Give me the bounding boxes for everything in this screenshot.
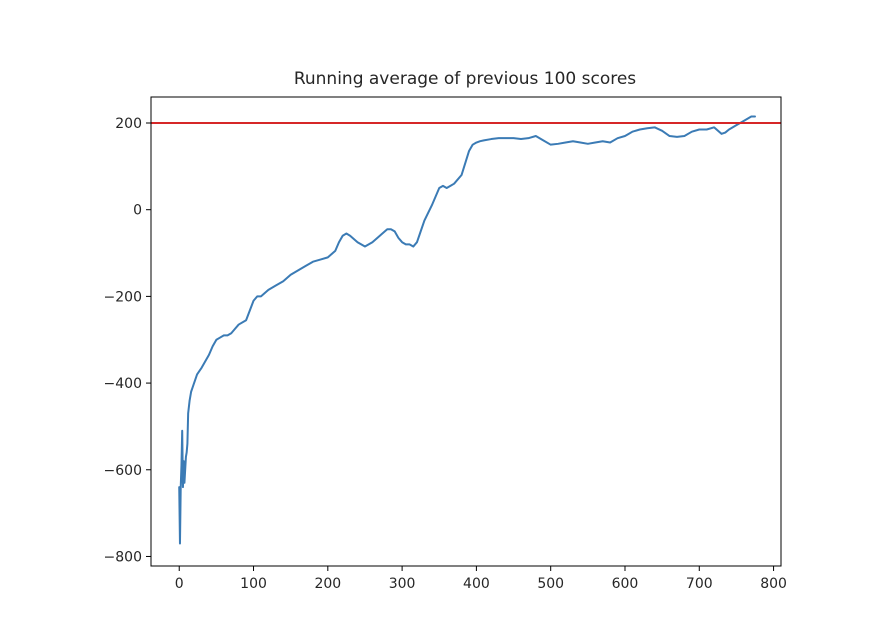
y-tick-label: 0 [133,203,142,219]
x-tick-label: 100 [240,576,267,592]
x-tick-label: 700 [686,576,713,592]
axes-frame [150,96,782,567]
x-tick-label: 400 [463,576,490,592]
y-tick-label: −200 [104,289,142,305]
series-line-0 [178,115,756,545]
y-tick-label: −400 [104,376,142,392]
y-tick-label: −600 [104,463,142,479]
axes: 0 100 200 300 400 500 600 700 800 200 0 −200 −400 −60… [104,96,787,592]
x-tick-label: 600 [612,576,639,592]
y-tick-label: 200 [115,116,142,132]
x-tick-label: 0 [175,576,184,592]
chart-title: Running average of previous 100 scores [294,69,636,89]
plot-area [151,115,781,545]
plot-content [151,115,781,545]
x-tick-label: 300 [389,576,416,592]
x-tick-label: 800 [760,576,787,592]
y-tick-label: −800 [104,549,142,565]
x-tick-label: 500 [537,576,564,592]
x-tick-label: 200 [314,576,341,592]
